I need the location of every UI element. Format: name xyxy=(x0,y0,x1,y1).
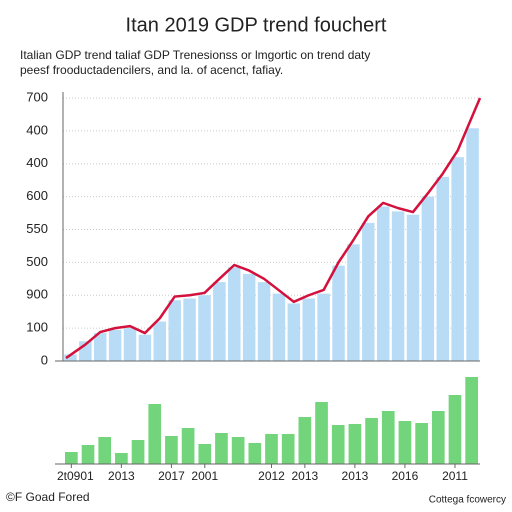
bar xyxy=(465,377,478,464)
bar xyxy=(65,452,78,464)
footer: Cottega fcowercy xyxy=(429,495,506,506)
bar xyxy=(348,424,362,464)
bar xyxy=(168,300,181,361)
y-tick-label: 700 xyxy=(26,89,48,104)
bar xyxy=(138,334,152,361)
bar xyxy=(183,298,196,361)
bar xyxy=(281,434,295,464)
bar xyxy=(198,444,212,464)
bar xyxy=(153,321,167,361)
bar xyxy=(93,333,107,361)
bar xyxy=(376,206,390,361)
subtitle: peesf frooductadencilers, and la. of ace… xyxy=(20,63,283,77)
bar xyxy=(213,282,226,361)
bar xyxy=(98,437,112,464)
bar xyxy=(148,404,162,464)
bar xyxy=(272,293,286,361)
bar xyxy=(466,128,479,361)
bar xyxy=(362,222,375,361)
y-tick-label: 550 xyxy=(26,221,48,236)
bar xyxy=(347,244,360,361)
bar xyxy=(131,440,145,464)
bar xyxy=(298,417,312,464)
bar xyxy=(332,265,345,361)
bar xyxy=(81,445,95,464)
y-tick-label: 0 xyxy=(41,352,48,367)
bar xyxy=(181,428,195,464)
bar xyxy=(331,425,345,464)
subtitle: Italian GDP trend taliaf GDP Trenesionss… xyxy=(20,48,370,62)
x-tick-label: 2013 xyxy=(292,469,319,483)
bar xyxy=(436,176,450,361)
bar xyxy=(165,436,178,464)
bar xyxy=(451,157,464,361)
bar xyxy=(64,354,77,361)
line xyxy=(65,97,482,360)
bar xyxy=(242,273,256,361)
bar xyxy=(287,303,301,361)
bar xyxy=(365,418,378,464)
y-tick-label: 100 xyxy=(26,320,48,335)
x-tick-label: 2013 xyxy=(108,469,135,483)
y-tick-label: 600 xyxy=(26,188,48,203)
bar xyxy=(257,282,271,361)
bar xyxy=(317,293,330,361)
x-tick-label: 2017 xyxy=(158,469,185,483)
x-tick-label: 2011 xyxy=(442,469,468,483)
bar xyxy=(315,402,328,464)
x-tick-label: 2012 xyxy=(258,469,285,483)
bar xyxy=(398,421,412,464)
y-tick-label: 900 xyxy=(26,287,48,302)
y-tick-label: 500 xyxy=(26,254,48,269)
chart-title: Itan 2019 GDP trend fouchert xyxy=(126,14,387,36)
x-tick-label: 2013 xyxy=(342,469,369,483)
y-tick-label: 400 xyxy=(26,155,48,170)
bar xyxy=(265,434,278,464)
bar xyxy=(302,298,315,361)
y-tick-label: 400 xyxy=(26,122,48,137)
x-tick-label: 2t0901 xyxy=(57,469,94,483)
bar xyxy=(115,453,128,464)
bar xyxy=(406,214,420,361)
bar xyxy=(381,411,395,464)
bar xyxy=(421,196,435,361)
bar xyxy=(431,411,445,464)
x-tick-label: 2016 xyxy=(392,469,419,483)
bar xyxy=(248,443,262,464)
bar xyxy=(448,395,462,464)
bar xyxy=(123,328,137,361)
bar xyxy=(228,267,241,361)
bar xyxy=(108,329,122,361)
footer: ©F Goad Fored xyxy=(6,490,90,504)
bar xyxy=(231,437,245,464)
x-tick-label: 2001 xyxy=(191,469,218,483)
bar xyxy=(215,433,228,464)
bar xyxy=(415,423,428,464)
bar xyxy=(198,295,211,361)
bar xyxy=(391,211,405,361)
